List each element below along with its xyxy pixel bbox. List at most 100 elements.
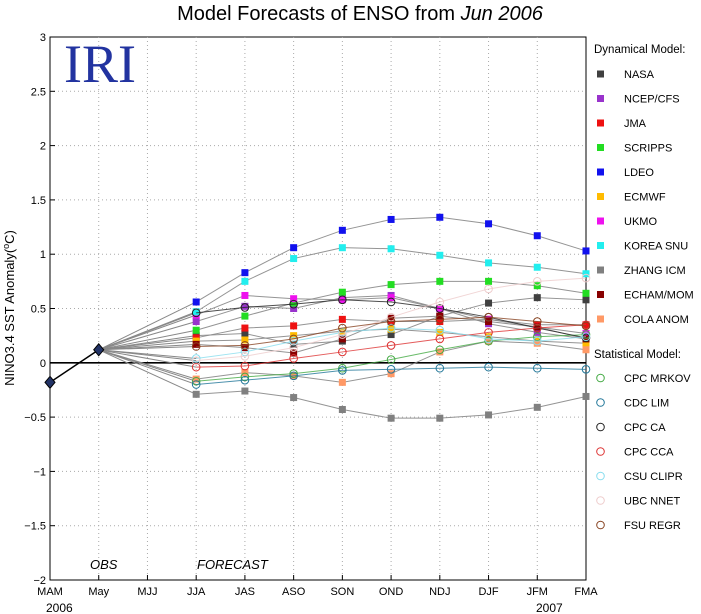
fan-line [98, 346, 197, 351]
data-point [289, 371, 298, 381]
forecast-series [191, 213, 591, 422]
data-point [582, 296, 590, 304]
data-point [386, 341, 396, 350]
data-point [532, 363, 542, 373]
fan-line [98, 337, 197, 351]
legend-item: NCEP/CFS [597, 94, 680, 106]
series-line [196, 299, 587, 339]
fan-line [98, 349, 197, 385]
data-point [240, 341, 250, 350]
legend-item: CPC MRKOV [596, 373, 691, 385]
data-point [436, 251, 444, 259]
data-point [532, 317, 542, 326]
data-point [581, 273, 591, 283]
legend-label: CSU CLIPR [624, 471, 683, 483]
data-point [338, 244, 346, 252]
fan-line [98, 329, 197, 351]
y-tick-label: −0.5 [24, 412, 46, 424]
legend-item: UBC NNET [596, 496, 681, 508]
data-point [241, 277, 249, 285]
series-csu-clipr [191, 323, 591, 363]
data-point [387, 215, 395, 223]
data-point [191, 342, 201, 351]
legend-label: JMA [624, 118, 647, 130]
data-point [191, 354, 201, 363]
series-zhang-icm [192, 387, 590, 422]
data-point [192, 298, 200, 306]
x-tick-label: MAM [37, 586, 63, 598]
fan-line [98, 321, 197, 351]
x-tick-label: SON [330, 586, 354, 598]
data-point [435, 297, 445, 307]
data-point [485, 277, 493, 285]
data-point [581, 330, 591, 339]
legend-label: CDC LIM [624, 398, 669, 410]
data-point [192, 326, 200, 334]
legend-header-statistical: Statistical Model: [594, 349, 681, 361]
observation-fan-lines [98, 301, 197, 395]
data-point [436, 318, 444, 326]
data-point [436, 312, 444, 320]
data-point [192, 340, 200, 348]
data-point [387, 314, 395, 322]
observed-line [49, 349, 100, 383]
data-point [532, 277, 542, 286]
legend-label: CPC CA [624, 422, 666, 434]
data-point [290, 299, 298, 307]
fan-line [98, 301, 197, 351]
series-cdc-lim [191, 362, 591, 389]
legend-label: NASA [624, 69, 655, 81]
legend-marker [597, 168, 604, 176]
data-point [289, 334, 298, 344]
data-point [436, 348, 444, 356]
fan-line [98, 340, 197, 351]
fan-line [98, 349, 197, 382]
data-point [338, 323, 347, 333]
data-point [290, 340, 298, 348]
data-point [240, 361, 250, 371]
data-point [241, 302, 249, 310]
y-tick-label: −1.5 [24, 521, 46, 533]
legend-item: CPC CCA [596, 447, 674, 459]
series-cpc-mrkov [191, 330, 591, 386]
series-line [196, 327, 587, 359]
data-point [485, 333, 493, 341]
legend-item: CPC CA [596, 422, 666, 434]
data-point [241, 324, 249, 332]
series-ubc-nnet [191, 273, 591, 365]
legend-marker [597, 217, 604, 225]
data-point [436, 414, 444, 422]
legend-item: LDEO [597, 167, 654, 179]
data-point [338, 315, 346, 323]
legend-marker [597, 70, 604, 78]
data-point [338, 366, 347, 375]
legend-marker [597, 193, 604, 200]
data-point [386, 312, 396, 322]
data-point [290, 322, 298, 330]
data-point [387, 331, 395, 339]
year-end-label: 2007 [536, 601, 563, 614]
legend-marker [597, 291, 604, 298]
observed-point [44, 375, 56, 390]
y-tick-label: −2 [33, 575, 46, 587]
data-point [387, 245, 395, 253]
legend-marker [597, 95, 604, 102]
data-point [338, 288, 346, 296]
x-tick-label: JFM [527, 586, 548, 598]
series-echam-mom [192, 312, 590, 357]
data-point [582, 289, 590, 297]
legend-item: CSU CLIPR [596, 471, 683, 483]
legend-marker [596, 520, 605, 530]
data-point [191, 380, 201, 389]
data-point [484, 362, 493, 372]
x-tick-label: JJA [187, 586, 206, 598]
legend-marker [596, 496, 605, 505]
data-point [241, 269, 249, 277]
data-point [582, 339, 590, 347]
y-tick-label: 0 [40, 358, 46, 370]
series-line [196, 316, 587, 348]
legend-label: SCRIPPS [624, 143, 672, 155]
data-point [338, 226, 346, 234]
data-point [533, 403, 541, 411]
legend-label: COLA ANOM [624, 314, 689, 326]
